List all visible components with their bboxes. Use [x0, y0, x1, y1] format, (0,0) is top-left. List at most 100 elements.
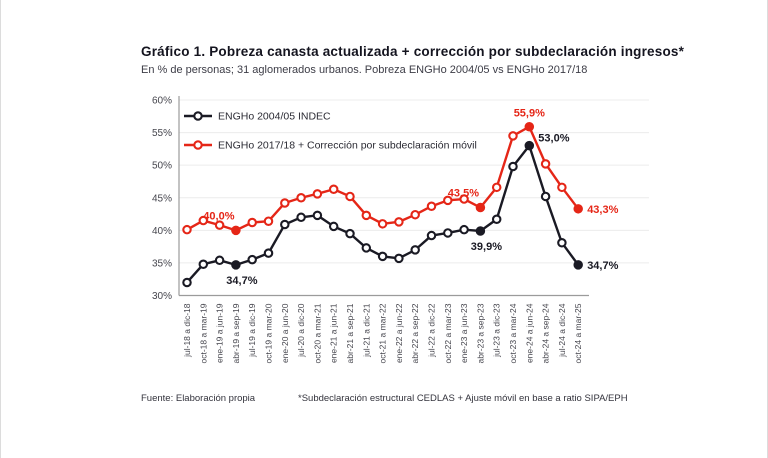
x-tick-label: oct-18 a mar-19	[198, 303, 208, 363]
x-tick-label: ene-21 a jun-21	[329, 303, 339, 363]
chart-canvas: 60% 55% 50% 45% 40% 35% 30% jul-18 a dic-18 oct-…	[152, 96, 649, 364]
data-point	[280, 219, 290, 230]
y-tick-label: 55%	[152, 128, 172, 139]
data-point	[410, 209, 420, 220]
legend-marker	[193, 140, 203, 150]
data-point	[280, 198, 290, 208]
legend-label: ENGHo 2004/05 INDEC	[218, 111, 331, 123]
data-point	[328, 184, 339, 195]
legend-marker	[193, 111, 203, 121]
data-point	[198, 215, 209, 226]
data-point	[231, 225, 241, 236]
data-point	[345, 228, 355, 239]
poverty-line-chart: 60% 55% 50% 45% 40% 35% 30% jul-18 a dic-18 oct-…	[129, 86, 669, 401]
x-tick-label: abr-23 a sep-23	[475, 303, 485, 363]
data-point	[328, 221, 339, 232]
data-point	[361, 210, 372, 221]
x-tick-label: jul-20 a dic-20	[296, 303, 306, 358]
data-point	[540, 191, 551, 202]
chart-title: Gráfico 1. Pobreza canasta actualizada +…	[141, 44, 685, 59]
source-note: Fuente: Elaboración propia	[141, 393, 256, 404]
y-tick-label: 35%	[152, 258, 172, 269]
x-tick-label: jul-21 a dic-21	[361, 303, 371, 358]
y-tick-label: 50%	[152, 161, 172, 172]
y-tick-label: 60%	[152, 96, 172, 107]
data-point	[524, 121, 535, 132]
data-point	[426, 230, 437, 241]
data-point	[540, 159, 551, 169]
data-point	[443, 195, 453, 206]
data-point	[312, 210, 323, 221]
x-tick-label: oct-21 a mar-22	[378, 303, 388, 363]
data-point	[263, 248, 274, 258]
data-point	[377, 219, 388, 229]
data-point-label: 43,3%	[587, 204, 618, 216]
data-point	[508, 161, 518, 172]
x-tick-label: jul-24 a dic-24	[557, 303, 567, 358]
data-point	[263, 216, 274, 226]
x-tick-label: abr-21 a sep-21	[345, 303, 355, 363]
data-point	[557, 182, 567, 193]
data-point	[573, 204, 583, 214]
data-point	[459, 194, 469, 204]
data-point-label: 55,9%	[514, 108, 545, 120]
x-tick-label: abr-24 a sep-24	[541, 303, 551, 363]
data-point	[573, 260, 583, 270]
x-tick-label: abr-19 a sep-19	[231, 303, 241, 363]
data-point	[198, 259, 209, 269]
x-tick-label: ene-24 a jun-24	[524, 303, 534, 363]
data-point-label: 34,7%	[226, 275, 257, 287]
data-point-label: 53,0%	[538, 133, 569, 145]
x-tick-label: jul-18 a dic-18	[182, 303, 192, 358]
data-point	[475, 202, 486, 213]
x-tick-label: abr-22 a sep-22	[410, 303, 420, 363]
data-point	[426, 201, 437, 211]
data-point	[214, 220, 225, 230]
x-tick-label: oct-24 a mar-25	[573, 303, 583, 363]
data-point	[524, 140, 535, 151]
x-tick-label: ene-23 a jun-23	[459, 303, 469, 363]
data-point	[394, 217, 404, 227]
data-point	[345, 191, 355, 202]
data-point	[361, 243, 372, 253]
data-point	[459, 224, 469, 235]
data-point	[312, 189, 323, 199]
data-point	[231, 260, 241, 270]
series-line-engho-2004	[186, 144, 580, 284]
x-tick-label: ene-22 a jun-22	[394, 303, 404, 363]
data-point	[491, 182, 502, 193]
data-point	[296, 212, 306, 223]
data-point	[410, 245, 420, 255]
data-point	[247, 254, 257, 265]
x-tick-label: oct-22 a mar-23	[443, 303, 453, 363]
x-tick-label: ene-20 a jun-20	[280, 303, 290, 363]
x-tick-label: ene-19 a jun-19	[215, 303, 225, 363]
data-point	[508, 131, 518, 141]
data-point	[491, 214, 502, 225]
data-point	[296, 193, 306, 203]
methodology-note: *Subdeclaración estructural CEDLAS + Aju…	[298, 393, 628, 404]
x-tick-label: oct-20 a mar-21	[312, 303, 322, 363]
x-tick-label: jul-23 a dic-23	[492, 303, 502, 358]
data-point	[557, 237, 567, 248]
x-tick-label: oct-19 a mar-20	[264, 303, 274, 363]
data-point	[182, 277, 192, 288]
data-point-label: 34,7%	[587, 260, 618, 272]
data-point	[182, 224, 192, 235]
legend-label: ENGHo 2017/18 + Corrección por subdeclar…	[218, 140, 477, 152]
data-point-label: 39,9%	[471, 241, 502, 253]
data-point-label: 43,5%	[448, 188, 479, 200]
data-point	[475, 226, 486, 236]
y-tick-label: 40%	[152, 226, 172, 237]
x-tick-label: jul-22 a dic-22	[427, 303, 437, 358]
data-point	[214, 255, 225, 266]
data-point-label: 40,0%	[203, 210, 234, 222]
x-tick-label: jul-19 a dic-19	[247, 303, 257, 358]
data-point	[377, 251, 388, 262]
data-point	[247, 217, 257, 228]
data-point	[394, 253, 404, 264]
y-tick-label: 45%	[152, 193, 172, 204]
y-tick-label: 30%	[152, 291, 172, 302]
data-point	[443, 228, 453, 238]
